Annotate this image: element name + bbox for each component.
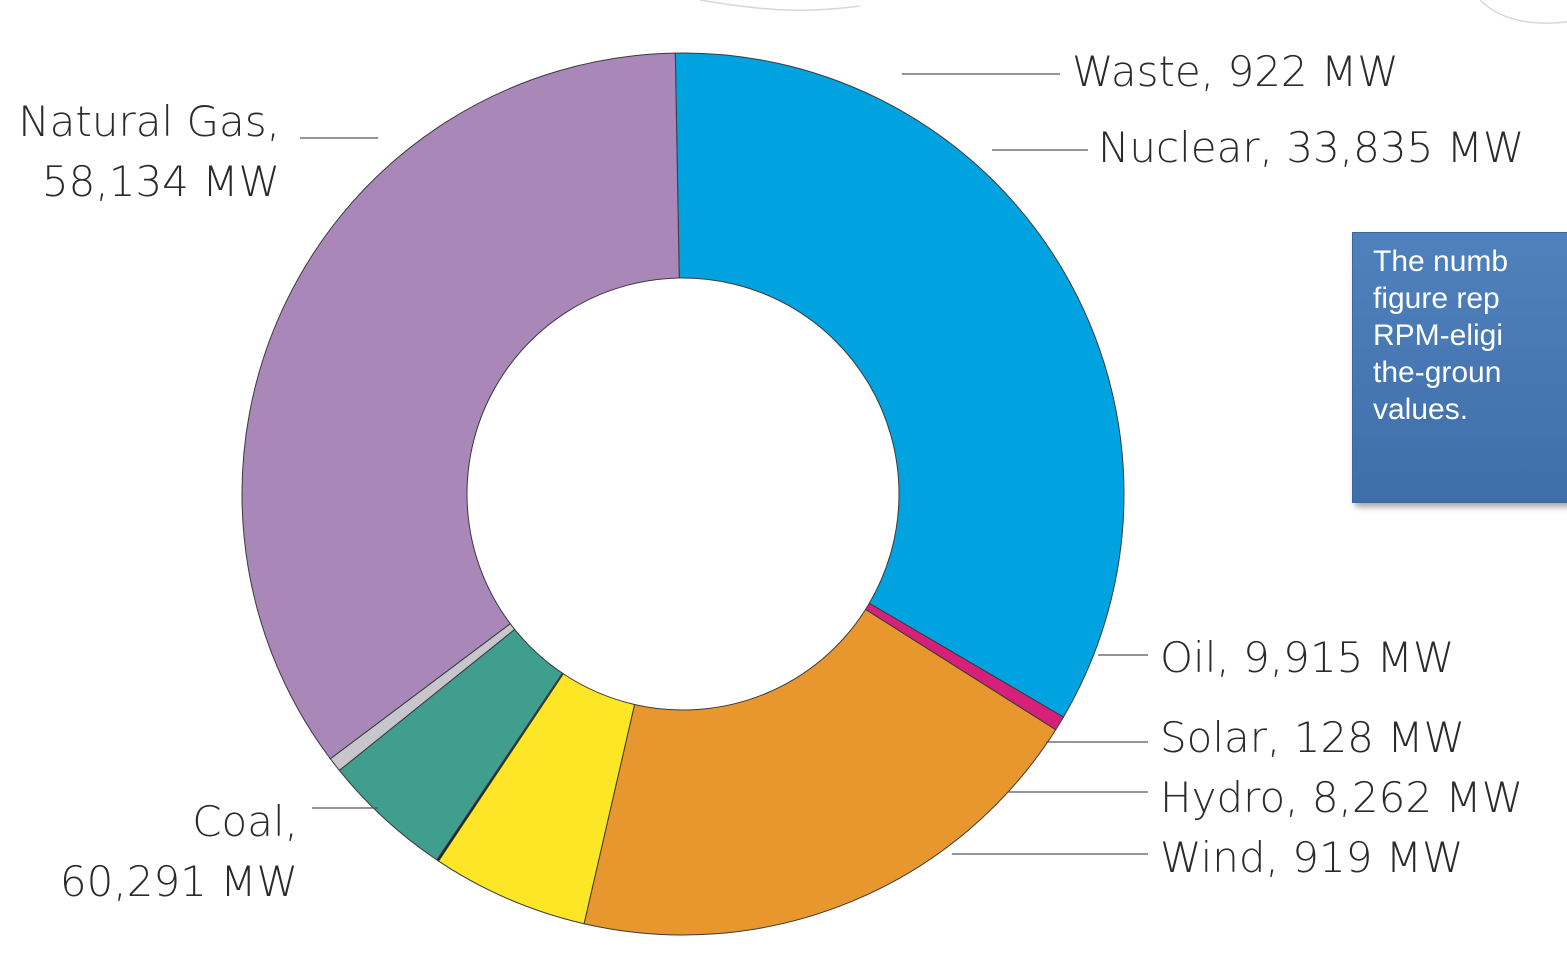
slice-natural-gas [674, 52, 1125, 718]
slice-label-natural-gas: 58,134 MW [42, 157, 280, 206]
slice-label-solar: Solar, 128 MW [1160, 713, 1465, 762]
slice-coal [241, 52, 680, 760]
slice-label-nuclear: Nuclear, 33,835 MW [1098, 123, 1524, 172]
slice-label-coal: 60,291 MW [60, 857, 298, 906]
leader-lines [300, 73, 1148, 855]
slice-label-hydro: Hydro, 8,262 MW [1160, 773, 1523, 822]
note-box: The numb figure rep RPM-eligi the-groun … [1352, 232, 1567, 503]
background-swoosh [699, 0, 861, 11]
background-swoosh [1479, 0, 1567, 24]
chart-slices [241, 52, 1125, 936]
slice-label-natural-gas: Natural Gas, [18, 97, 280, 146]
slice-labels: Natural Gas, 58,134 MW Waste, 922 MW Nuclea… [18, 47, 1524, 906]
slice-label-oil: Oil, 9,915 MW [1160, 633, 1454, 682]
slice-nuclear [583, 608, 1057, 936]
slice-label-coal: Coal, [192, 797, 298, 846]
slice-label-waste: Waste, 922 MW [1072, 47, 1399, 96]
slice-label-wind: Wind, 919 MW [1160, 833, 1464, 882]
